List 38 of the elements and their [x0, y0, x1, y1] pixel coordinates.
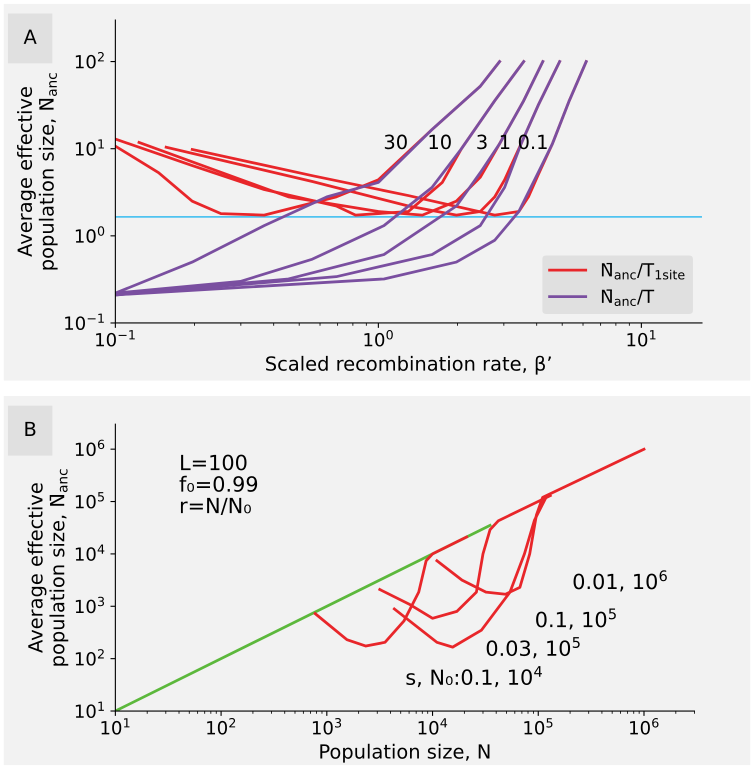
y-tick-label: 10$^{4}$: [76, 544, 104, 561]
x-tick-label: 10$^{1}$: [101, 718, 130, 735]
annotation: 3: [477, 134, 487, 150]
x-tick-label: 10$^{5}$: [524, 718, 552, 735]
text: B: [25, 422, 36, 436]
y-tick-label: 10$^{1}$: [76, 702, 104, 718]
annotation: 10: [430, 134, 451, 150]
y-tick-label: 10$^{1}$: [76, 139, 104, 156]
y-tick-label: 10$^{−1}$: [65, 314, 104, 330]
annotation: r=N/N₀: [180, 498, 251, 516]
x-tick-label: 10$^{3}$: [312, 718, 342, 735]
annotation: 0.01, 10$^{6}$: [574, 570, 667, 592]
annotation: 0.1, 10$^{5}$: [536, 608, 616, 630]
y-axis-title: Average effective population size, N̄$_{anc}$: [28, 469, 68, 666]
annotation: 1: [500, 134, 510, 149]
x-tick-label: 10$^{−1}$: [96, 330, 135, 347]
x-axis-title: Population size, N: [320, 744, 490, 763]
y-tick-label: 10$^{2}$: [76, 52, 104, 69]
x-tick-label: 10$^{6}$: [630, 718, 658, 735]
y-tick-label: 10$^{2}$: [76, 649, 104, 666]
annotation: 0.03, 10$^{5}$: [486, 637, 580, 658]
y-tick-label: 10$^{5}$: [76, 492, 104, 509]
x-tick-label: 10$^{4}$: [418, 718, 448, 735]
x-tick-label: 10$^{1}$: [627, 330, 656, 347]
text: A: [24, 30, 37, 44]
annotation: f₀=0.99: [180, 476, 258, 492]
y-tick-label: 10$^{3}$: [76, 596, 104, 614]
y-tick-label: 10$^{0}$: [76, 226, 104, 243]
legend-label: N̄$_{anc}$/T: [602, 289, 654, 306]
annotation: L=100: [181, 454, 247, 470]
legend-label: N̄$_{anc}$/T$_{1site}$: [602, 262, 684, 280]
x-tick-label: 10$^{2}$: [207, 718, 236, 735]
x-axis-title: Scaled recombination rate, β’: [266, 356, 551, 375]
y-tick-label: 10$^{6}$: [76, 440, 104, 456]
x-tick-label: 10$^{0}$: [364, 330, 393, 347]
y-axis-title: Average effective population size, N̄$_{anc}$: [17, 73, 58, 270]
annotation: 30: [384, 134, 407, 150]
annotation: s, N₀:0.1, 10$^{4}$: [406, 666, 542, 688]
